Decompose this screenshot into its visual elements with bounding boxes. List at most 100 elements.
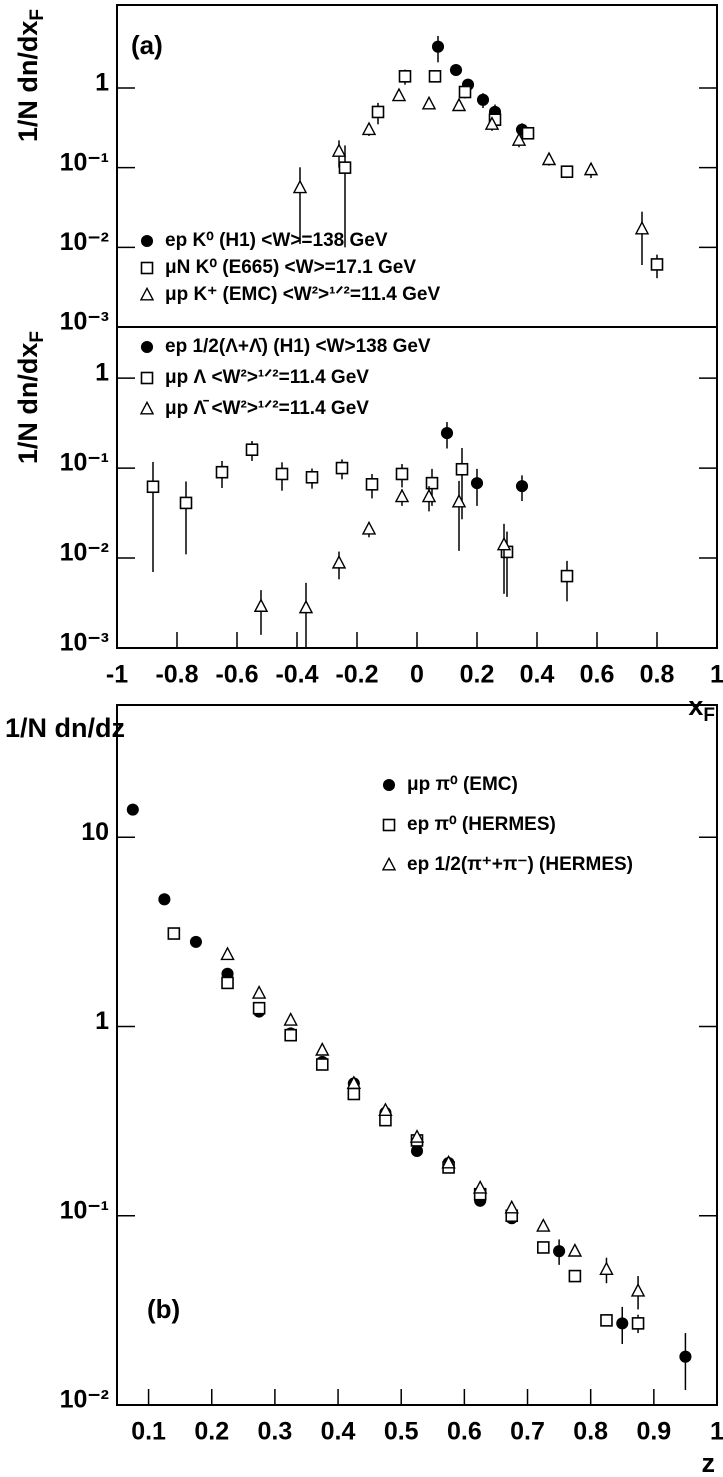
data-point <box>409 1129 425 1143</box>
data-point <box>251 985 267 999</box>
y-axis-title-text: 1/N dn/dx <box>13 21 43 143</box>
data-point <box>440 427 454 440</box>
data-point <box>381 856 397 871</box>
data-point <box>382 778 396 792</box>
x-axis-title: z <box>702 1448 716 1477</box>
data-point <box>253 598 269 612</box>
data-point <box>504 1199 519 1214</box>
data-point <box>335 461 349 475</box>
data-point <box>365 478 379 491</box>
data-point <box>139 286 155 301</box>
data-point <box>451 493 467 508</box>
legend-label: ep K⁰ (H1) <W>=138 GeV <box>165 230 388 251</box>
x-tick-label: 0.9 <box>636 1418 671 1446</box>
x-tick-label: 0.4 <box>520 661 555 689</box>
x-tick-label: 0.3 <box>258 1418 293 1446</box>
data-point <box>521 126 535 140</box>
x-tick-label: 0.6 <box>580 661 615 689</box>
data-point <box>167 927 181 940</box>
data-point <box>140 261 154 275</box>
data-point <box>252 1001 266 1015</box>
x-tick-label: 0.6 <box>447 1418 482 1446</box>
legend-label: μp K⁺ (EMC) <W²>¹ᐟ²=11.4 GeV <box>165 284 440 305</box>
x-axis-title: xF <box>688 691 715 726</box>
data-point <box>650 258 664 271</box>
data-point <box>583 161 599 176</box>
y-axis-title: 1/N dn/dxF <box>13 331 48 464</box>
data-point <box>599 1261 614 1276</box>
y-tick-label: 10⁻² <box>60 539 109 567</box>
data-point <box>394 488 410 503</box>
data-point <box>567 1243 583 1257</box>
data-point <box>140 234 154 248</box>
plot-frame <box>116 4 718 328</box>
data-point <box>600 1314 613 1327</box>
data-point <box>449 63 463 77</box>
panel-label: (b) <box>147 1294 180 1324</box>
x-tick-label: 0.8 <box>573 1418 608 1446</box>
x-tick-label: 0.4 <box>321 1418 356 1446</box>
data-point <box>331 143 347 157</box>
legend-label: μp Λ̄ <W²>¹ᐟ²=11.4 GeV <box>165 398 369 419</box>
plot-frame <box>116 704 718 1406</box>
y-tick-label: 10⁻¹ <box>60 449 109 477</box>
data-point <box>379 1113 392 1127</box>
x-tick-label: 0.8 <box>640 661 675 689</box>
y-tick-label: 1 <box>95 1007 109 1035</box>
data-point <box>283 1012 298 1026</box>
y-tick-label: 1 <box>95 69 109 97</box>
legend-label: μp π⁰ (EMC) <box>407 774 518 795</box>
y-axis-title-text: 1/N dn/dx <box>13 343 43 465</box>
data-point <box>484 116 500 130</box>
data-point <box>298 599 314 614</box>
legend-label: μp Λ <W²>¹ᐟ²=11.4 GeV <box>165 367 369 388</box>
data-point <box>146 480 160 494</box>
x-tick-label: 1 <box>710 1418 723 1446</box>
data-point <box>347 1087 361 1101</box>
y-axis-title-sub: F <box>27 331 48 343</box>
data-point <box>331 554 347 569</box>
data-point <box>630 1282 646 1297</box>
legend-label: ep π⁰ (HERMES) <box>407 814 556 835</box>
x-tick-label: 0.2 <box>194 1418 229 1446</box>
x-tick-label: 0.1 <box>131 1418 166 1446</box>
y-tick-label: 10⁻¹ <box>60 1196 109 1224</box>
data-point <box>382 818 396 832</box>
data-point <box>541 151 557 166</box>
data-point <box>410 1144 424 1158</box>
data-point <box>455 462 469 476</box>
data-point <box>284 1028 297 1042</box>
data-point <box>305 470 319 484</box>
data-point <box>361 121 377 136</box>
data-point <box>421 95 437 110</box>
y-tick-label: 10⁻³ <box>60 629 109 657</box>
data-point <box>560 165 574 178</box>
data-point <box>631 1317 645 1330</box>
data-point <box>391 87 407 102</box>
x-axis-title-text: x <box>688 691 703 721</box>
y-axis-title: 1/N dn/dxF <box>13 9 48 142</box>
y-axis-title: 1/N dn/dz <box>5 713 125 743</box>
data-point <box>220 946 235 961</box>
data-point <box>140 340 154 354</box>
x-axis-title-sub: F <box>703 705 715 726</box>
data-point <box>346 1075 362 1090</box>
data-point <box>179 496 193 510</box>
data-point <box>679 1350 692 1363</box>
data-point <box>451 97 467 112</box>
legend-label: μN K⁰ (E665) <W>=17.1 GeV <box>165 257 416 278</box>
data-point <box>568 1269 582 1283</box>
data-point <box>245 443 259 457</box>
x-tick-label: -1 <box>106 661 128 689</box>
data-point <box>361 520 377 535</box>
data-point <box>537 1241 550 1254</box>
x-tick-label: -0.4 <box>275 661 318 689</box>
data-point <box>275 467 289 481</box>
y-tick-label: 10⁻¹ <box>60 148 109 176</box>
y-axis-title-sub: F <box>27 9 48 21</box>
data-point <box>472 1179 488 1194</box>
x-tick-label: 0.5 <box>384 1418 419 1446</box>
data-point <box>221 976 234 990</box>
data-point <box>425 476 439 490</box>
